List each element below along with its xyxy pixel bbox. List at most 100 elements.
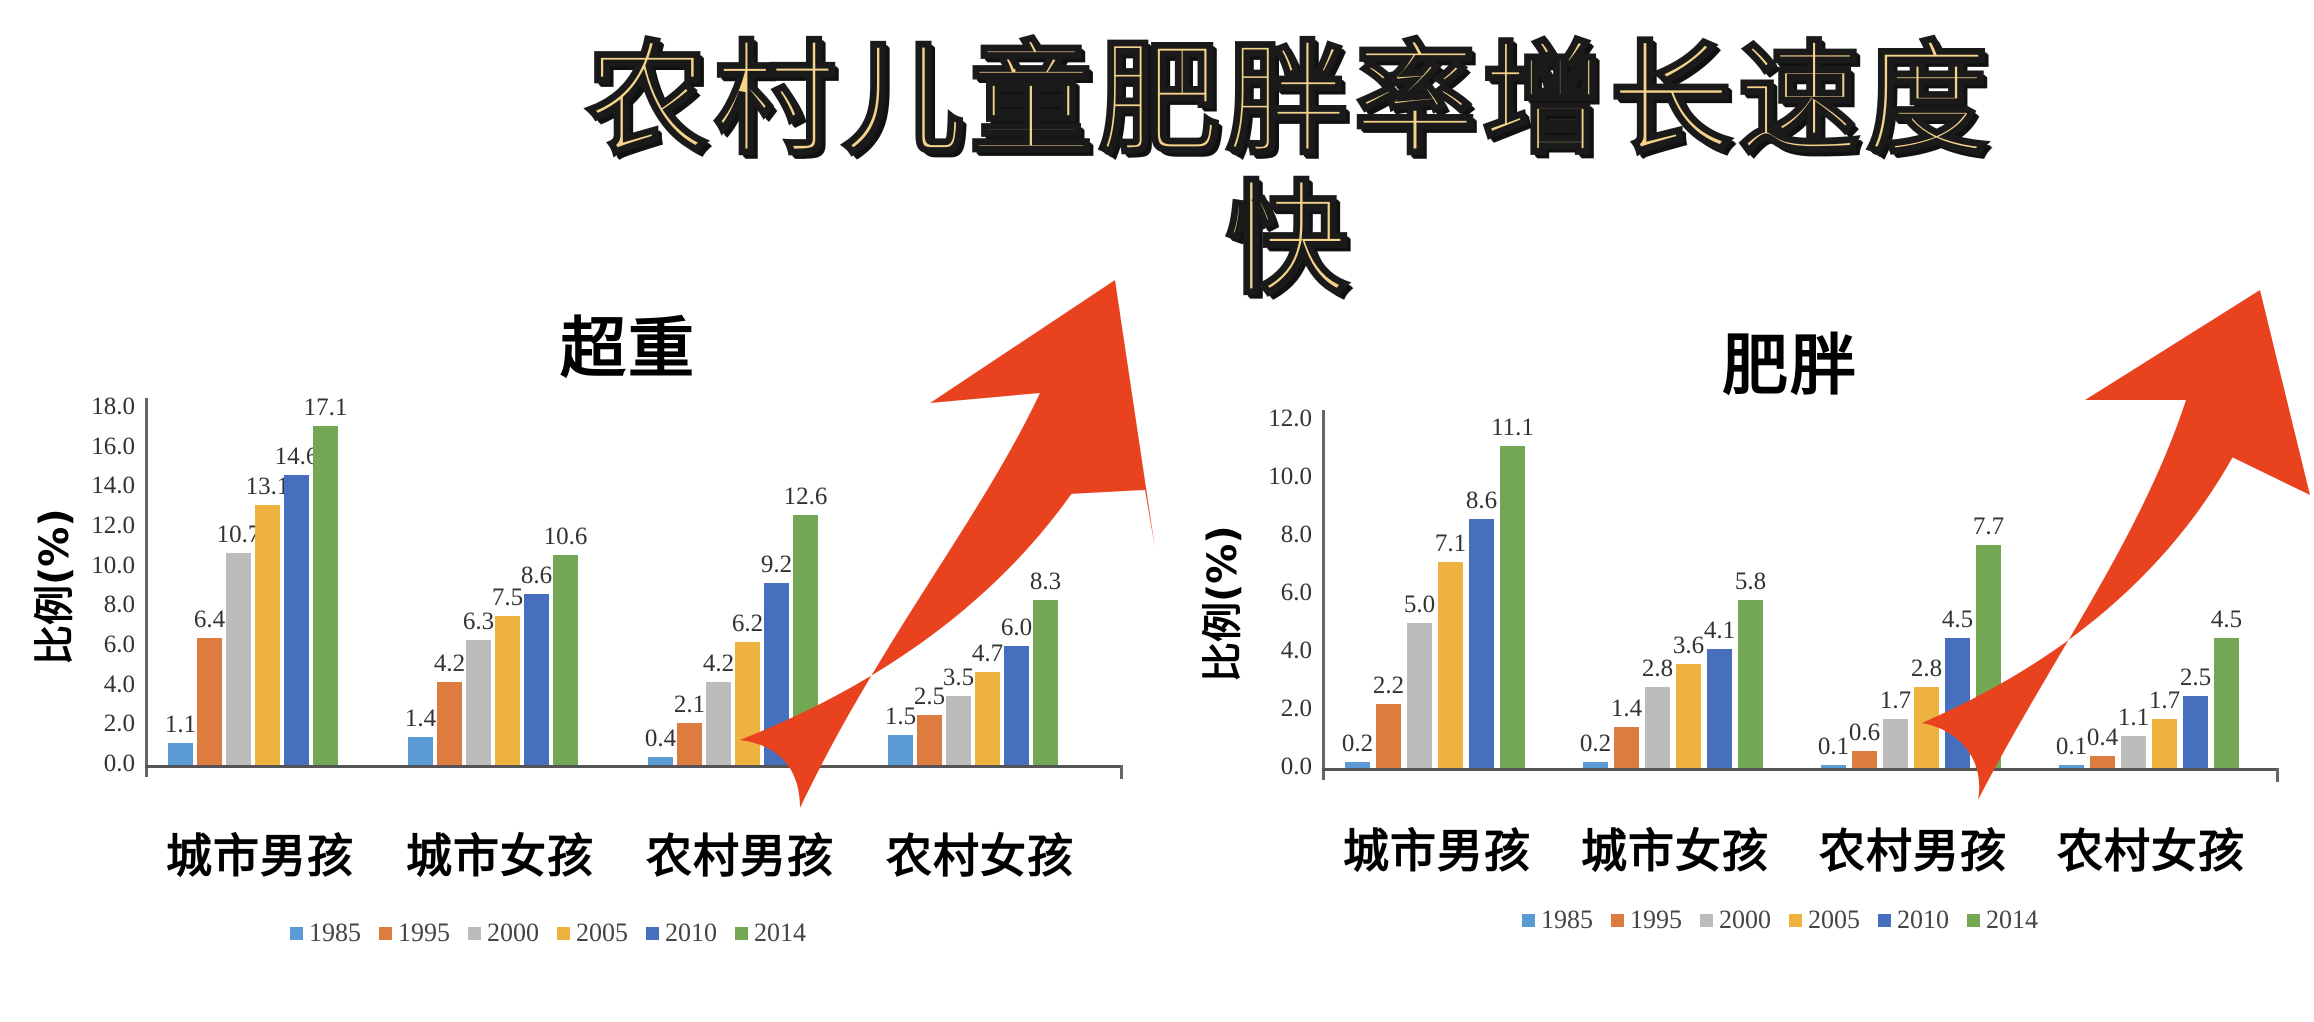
bar-value-label: 4.5 bbox=[2210, 605, 2243, 633]
category-label-city-girls: 城市女孩 bbox=[1581, 824, 1769, 878]
bar-city-girls-1985 bbox=[408, 737, 433, 765]
bar-value-label: 17.1 bbox=[303, 393, 348, 421]
bar-city-boys-2000 bbox=[1407, 623, 1432, 768]
legend-label: 2014 bbox=[754, 918, 806, 947]
bar-rural-girls-2014 bbox=[1033, 600, 1058, 765]
x-axis-line bbox=[145, 765, 1120, 768]
legend-swatch-icon bbox=[1522, 913, 1535, 927]
bar-value-label: 2.5 bbox=[2179, 663, 2212, 691]
bar-value-label: 1.4 bbox=[1610, 695, 1643, 723]
legend: 1985 1995 2000 2005 2010 2014 bbox=[290, 918, 806, 948]
legend-swatch-icon bbox=[1967, 913, 1980, 927]
bar-value-label: 0.4 bbox=[644, 725, 677, 753]
bar-city-girls-1985 bbox=[1583, 762, 1608, 768]
bar-rural-boys-1985 bbox=[1821, 765, 1846, 768]
bar-city-boys-2010 bbox=[284, 475, 309, 765]
legend-label: 2000 bbox=[1719, 905, 1771, 934]
bar-city-boys-2014 bbox=[1500, 446, 1525, 768]
bar-value-label: 2.5 bbox=[913, 683, 946, 711]
category-label-rural-boys: 农村男孩 bbox=[1819, 824, 2007, 878]
bar-rural-girls-1985 bbox=[2059, 765, 2084, 768]
legend-item-1985: 1985 bbox=[290, 918, 361, 948]
bar-value-label: 1.7 bbox=[2148, 686, 2181, 714]
legend-label: 2005 bbox=[576, 918, 628, 947]
y-tick-label: 2.0 bbox=[1280, 695, 1312, 722]
panel-title: 超重 bbox=[560, 310, 696, 387]
bar-city-boys-2000 bbox=[226, 552, 251, 765]
legend-swatch-icon bbox=[1878, 913, 1891, 927]
y-tick-label: 12.0 bbox=[1268, 405, 1312, 432]
bar-value-label: 1.1 bbox=[2117, 704, 2150, 732]
bar-city-boys-2010 bbox=[1469, 518, 1494, 768]
category-label-rural-boys: 农村男孩 bbox=[646, 829, 834, 883]
legend-item-2010: 2010 bbox=[1878, 905, 1949, 935]
bar-value-label: 6.4 bbox=[193, 606, 226, 634]
bar-value-label: 6.3 bbox=[462, 608, 495, 636]
bar-value-label: 12.6 bbox=[783, 483, 828, 511]
bar-value-label: 5.8 bbox=[1734, 567, 1767, 595]
bar-rural-boys-1985 bbox=[648, 757, 673, 765]
legend-label: 2010 bbox=[1897, 905, 1949, 934]
y-tick-label: 0.0 bbox=[103, 750, 135, 777]
legend-item-1995: 1995 bbox=[1611, 905, 1682, 935]
y-tick-label: 12.0 bbox=[91, 512, 135, 539]
bar-value-label: 4.7 bbox=[971, 639, 1004, 667]
legend-item-2005: 2005 bbox=[1789, 905, 1860, 935]
main-title: 农村儿童肥胖率增长速度快 bbox=[585, 29, 1994, 312]
bar-value-label: 2.8 bbox=[1641, 654, 1674, 682]
bar-city-girls-1995 bbox=[1614, 727, 1639, 768]
bar-value-label: 1.1 bbox=[164, 711, 197, 739]
legend-swatch-icon bbox=[290, 926, 303, 940]
legend: 1985 1995 2000 2005 2010 2014 bbox=[1522, 905, 2038, 935]
legend-swatch-icon bbox=[379, 926, 392, 940]
y-tick-label: 16.0 bbox=[91, 432, 135, 460]
bar-value-label: 2.1 bbox=[673, 691, 706, 719]
y-tick-label: 4.0 bbox=[103, 670, 135, 698]
bar-city-boys-1985 bbox=[168, 743, 193, 765]
y-tick-label: 18.0 bbox=[91, 393, 135, 420]
bar-value-label: 4.5 bbox=[1941, 605, 1974, 633]
bar-value-label: 10.7 bbox=[216, 520, 261, 548]
y-tick-label: 4.0 bbox=[1280, 637, 1312, 664]
legend-item-2014: 2014 bbox=[735, 918, 806, 948]
legend-item-1995: 1995 bbox=[379, 918, 450, 948]
bar-city-girls-2000 bbox=[1645, 686, 1670, 768]
bar-rural-boys-2000 bbox=[706, 681, 731, 765]
bar-value-label: 5.0 bbox=[1403, 591, 1436, 618]
y-tick-label: 6.0 bbox=[1280, 579, 1312, 606]
bar-value-label: 7.5 bbox=[491, 584, 524, 612]
bar-value-label: 8.6 bbox=[1465, 486, 1498, 514]
bar-city-girls-2014 bbox=[553, 554, 578, 765]
legend-label: 2010 bbox=[665, 918, 717, 947]
bar-value-label: 2.2 bbox=[1372, 672, 1405, 700]
bar-value-label: 6.2 bbox=[731, 610, 764, 638]
y-tick-label: 6.0 bbox=[103, 631, 135, 658]
legend-swatch-icon bbox=[1789, 913, 1802, 927]
legend-item-2000: 2000 bbox=[468, 918, 539, 948]
bar-value-label: 11.1 bbox=[1491, 414, 1534, 442]
legend-swatch-icon bbox=[1700, 913, 1713, 927]
y-axis-line bbox=[145, 398, 148, 777]
bar-city-boys-2014 bbox=[313, 425, 338, 765]
bar-rural-boys-2005 bbox=[735, 642, 760, 765]
bar-value-label: 1.4 bbox=[404, 705, 437, 733]
bar-value-label: 0.1 bbox=[1817, 733, 1850, 760]
y-tick-label: 14.0 bbox=[91, 472, 135, 500]
bar-city-girls-2005 bbox=[495, 616, 520, 765]
y-tick-label: 8.0 bbox=[103, 591, 135, 619]
category-label-city-boys: 城市男孩 bbox=[166, 829, 354, 883]
bar-value-label: 2.8 bbox=[1910, 654, 1943, 682]
legend-swatch-icon bbox=[735, 926, 748, 940]
legend-item-2005: 2005 bbox=[557, 918, 628, 948]
legend-item-2000: 2000 bbox=[1700, 905, 1771, 935]
bar-rural-girls-1995 bbox=[2090, 756, 2115, 768]
bar-city-boys-1985 bbox=[1345, 762, 1370, 768]
y-tick-label: 10.0 bbox=[91, 551, 135, 579]
bar-value-label: 0.2 bbox=[1579, 730, 1612, 758]
legend-label: 1995 bbox=[398, 918, 450, 947]
legend-swatch-icon bbox=[1611, 913, 1624, 927]
legend-label: 1985 bbox=[1541, 905, 1593, 934]
bar-rural-boys-2000 bbox=[1883, 718, 1908, 768]
category-label-rural-girls: 农村女孩 bbox=[2057, 824, 2245, 878]
bar-value-label: 3.6 bbox=[1672, 631, 1705, 659]
